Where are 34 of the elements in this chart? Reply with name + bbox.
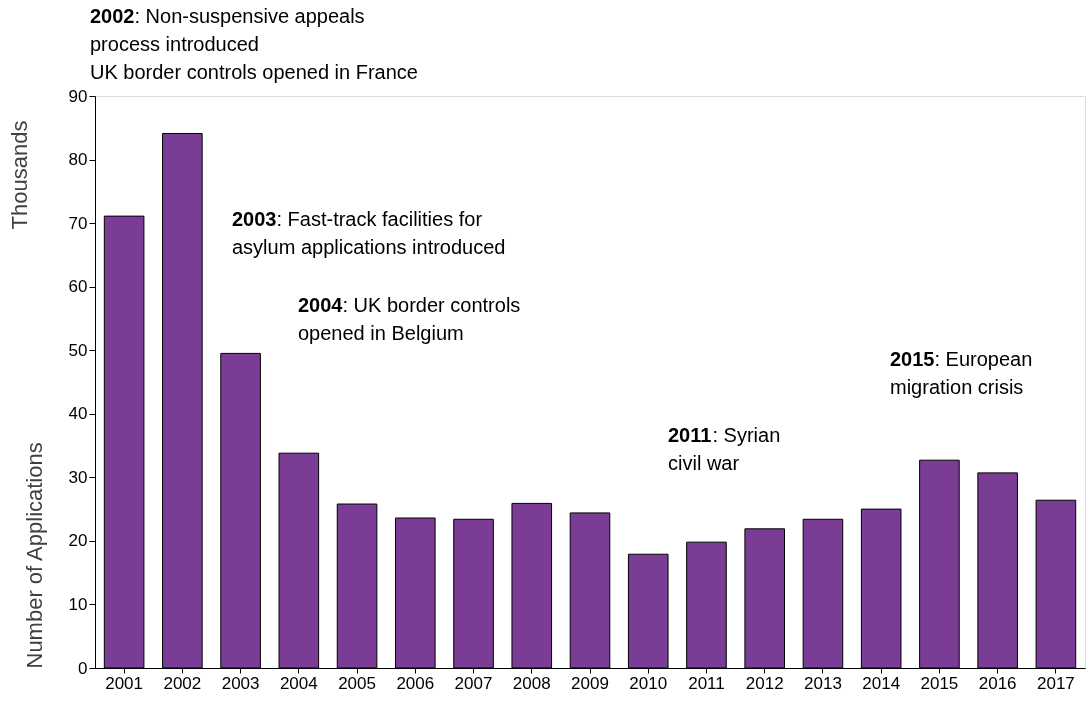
y-tick-label: 70 [68,213,88,233]
y-tick-label: 60 [68,277,88,297]
y-tick-label: 80 [68,150,88,170]
annotation: 2004: UK border controls opened in Belgium [298,294,521,344]
x-tick-label: 2003 [221,673,260,693]
y-tick-label: 50 [68,340,88,360]
x-tick-label: 2013 [804,673,842,693]
text: 2002: Non-suspensive appeals process introduced UK border controls opened in France [90,5,418,83]
annotation: 2015: European migration crisis [890,348,1033,398]
x-tick-label: 2015 [920,673,959,693]
y-tick-label: 90 [68,86,88,106]
annotation: 2003: Fast-track facilities for asylum applications introduced [232,208,506,258]
x-tick-label: 2004 [279,673,318,693]
x-tick-label: 2007 [454,673,493,693]
x-tick-label: 2005 [338,673,376,693]
x-tick-label: 2001 [105,673,144,693]
y-tick-label: 20 [68,531,88,551]
annotation: 2011: Syrian civil war [668,424,781,474]
y-tick-label: 40 [68,404,88,424]
x-tick-label: 2009 [571,673,609,693]
x-tick-label: 2008 [512,673,551,693]
y-axis-title: Number of Applications [21,442,47,669]
y-tick-label: 0 [78,658,88,678]
x-tick-label: 2010 [629,673,668,693]
x-tick-label: 2016 [978,673,1017,693]
y-tick-label: 10 [68,594,88,614]
x-tick-label: 2012 [745,673,784,693]
x-tick-label: 2014 [862,673,901,693]
x-tick-label: 2002 [163,673,202,693]
text: Thousands [7,120,32,230]
x-tick-label: 2017 [1036,673,1075,693]
x-tick-label: 2006 [396,673,435,693]
y-tick-label: 30 [68,467,88,487]
x-tick-label: 2011 [688,673,725,693]
